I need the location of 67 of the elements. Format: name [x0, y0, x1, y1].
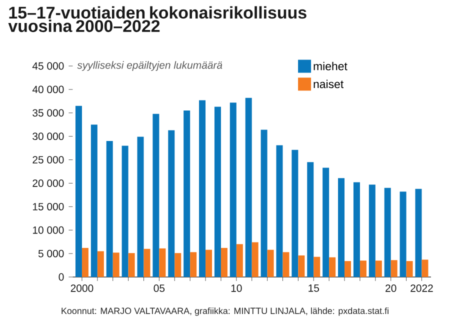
bar: [307, 162, 314, 277]
bar: [159, 248, 166, 277]
bar: [184, 110, 190, 277]
bar: [144, 248, 150, 277]
x-tick-label: 15: [308, 284, 320, 292]
chart-title: 15–17-vuotiaiden kokonaisrikollisuus vuosina 2000–2022: [8, 6, 306, 32]
bar: [375, 260, 382, 277]
bar: [338, 178, 345, 277]
y-tick-label: 25 000: [32, 156, 64, 164]
bar: [214, 106, 221, 277]
bar: [122, 146, 128, 277]
bar: [353, 182, 360, 277]
bar: [230, 102, 236, 277]
bar: [236, 244, 243, 277]
bar: [415, 188, 422, 277]
y-tick-label: 15 000: [32, 202, 64, 210]
bar: [276, 145, 283, 277]
bar: [128, 253, 135, 277]
bar: [106, 141, 113, 277]
legend-label: miehet: [314, 62, 348, 70]
bar: [344, 261, 352, 277]
bar: [390, 260, 398, 277]
legend-label: naiset: [314, 80, 344, 88]
bar: [245, 98, 252, 277]
bar: [298, 255, 305, 277]
y-tick-label: 20 000: [32, 180, 64, 187]
bar: [82, 248, 88, 277]
bar: [384, 188, 391, 277]
x-tick-label: 20: [386, 284, 396, 292]
bar: [199, 100, 206, 277]
y-tick-label: 10 000: [32, 226, 64, 234]
y-tick-label: 40 000: [32, 86, 64, 94]
y-tick-label: 45 000: [32, 62, 64, 70]
bar: [112, 252, 120, 277]
bar: [168, 130, 175, 277]
bar: [220, 248, 228, 277]
bar: [260, 130, 268, 277]
bar: [137, 136, 144, 277]
x-tick-label: 10: [231, 284, 242, 292]
bar: [267, 250, 274, 277]
y-tick-label: 0: [58, 273, 64, 281]
bar: [314, 256, 320, 277]
y-axis-title: syylliseksi epäiltyjen lukumäärä: [77, 61, 222, 71]
bar: [190, 252, 197, 277]
text: Koonnut: MARJO VALTAVAARA, grafiikka: MINTTU LINJALA, lähde: pxdata.stat.fi: [62, 307, 388, 316]
bar: [152, 114, 160, 277]
bar: [75, 106, 82, 277]
bar: [422, 260, 428, 277]
y-tick-label: 30 000: [32, 132, 64, 140]
bar: [97, 251, 104, 277]
bar: [406, 261, 413, 277]
bar: [174, 253, 182, 277]
bar: [368, 184, 376, 277]
bar: [292, 150, 298, 277]
bar: [400, 192, 406, 277]
bar: [329, 257, 336, 277]
bar: [252, 242, 258, 277]
y-tick-label: 5 000: [38, 250, 64, 258]
bar: [90, 124, 98, 277]
x-tick-label: 2022: [410, 284, 433, 292]
x-tick-label: 2000: [70, 284, 94, 292]
y-tick-label: 35 000: [32, 109, 64, 117]
bar: [282, 252, 290, 277]
bar: [206, 250, 212, 277]
bar: [360, 260, 366, 277]
x-tick-label: 05: [154, 284, 165, 292]
bar: [322, 168, 330, 277]
